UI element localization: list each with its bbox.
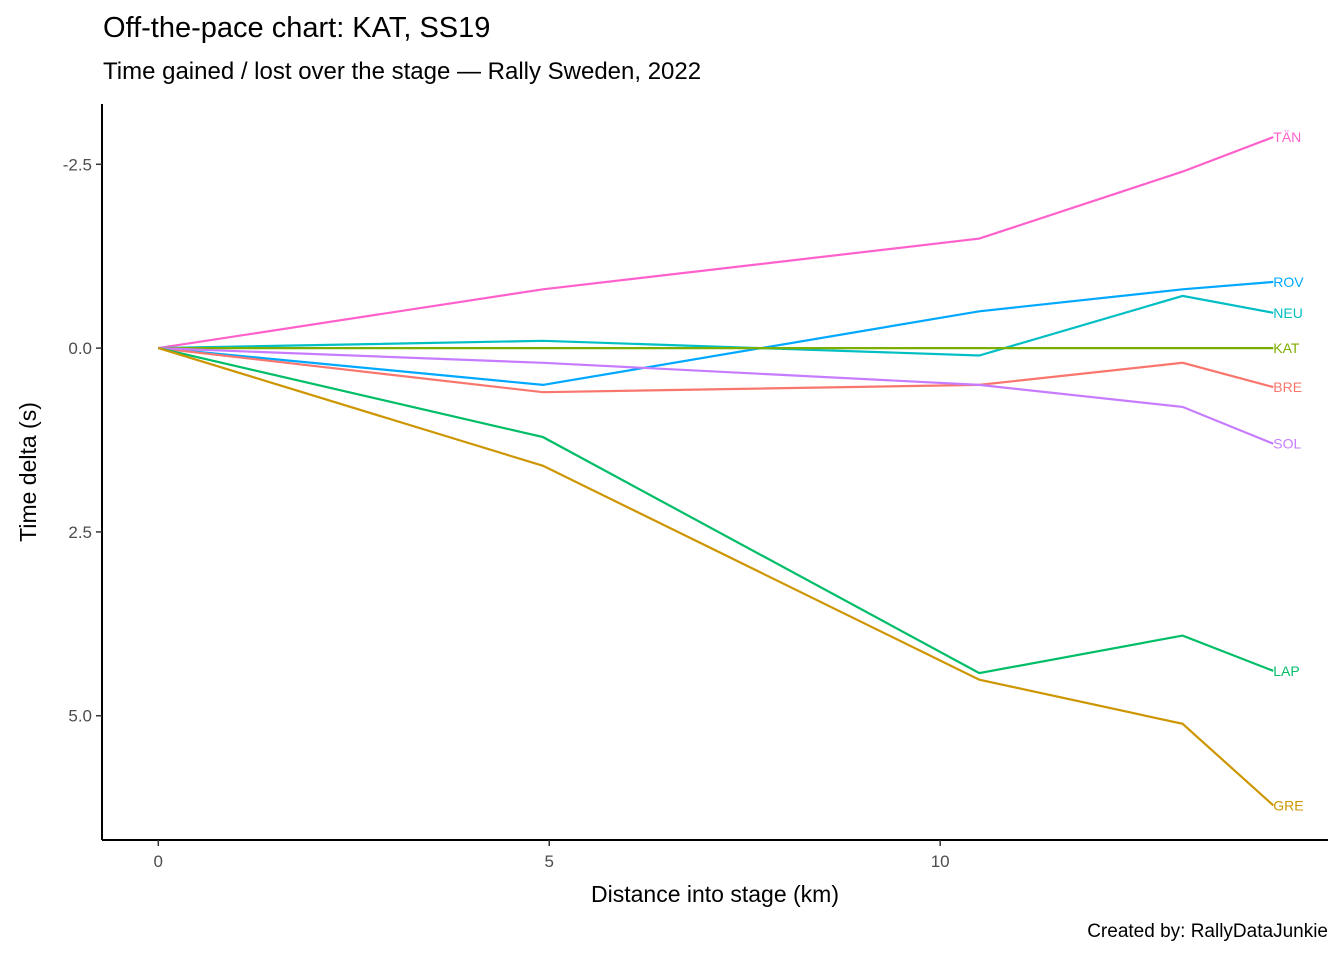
x-tick-label: 0 — [154, 852, 163, 871]
chart-title: Off-the-pace chart: KAT, SS19 — [103, 12, 491, 44]
series-line-LAP — [158, 347, 1274, 675]
series-line-ROV — [158, 280, 1274, 387]
series-label: SOL — [1273, 436, 1301, 452]
chart-subtitle: Time gained / lost over the stage — Rall… — [103, 58, 702, 85]
x-tick-label: 5 — [545, 852, 554, 871]
y-tick-label: 5.0 — [68, 707, 92, 726]
series-label: GRE — [1273, 797, 1303, 813]
series-label: KAT — [1273, 340, 1300, 356]
series-label: LAP — [1273, 663, 1299, 679]
series-label: NEU — [1273, 305, 1303, 321]
series-line-TÄN — [158, 136, 1274, 350]
series-line-NEU — [158, 294, 1274, 357]
y-tick-label: 2.5 — [68, 523, 92, 542]
series-label: ROV — [1273, 274, 1304, 290]
series-label: TÄN — [1273, 129, 1301, 145]
y-axis-title: Time delta (s) — [15, 402, 41, 542]
y-tick-label: 0.0 — [68, 339, 92, 358]
chart-caption: Created by: RallyDataJunkie — [1087, 921, 1328, 942]
y-tick-label: -2.5 — [63, 155, 92, 174]
series-label: BRE — [1273, 379, 1302, 395]
x-axis-title: Distance into stage (km) — [591, 881, 839, 907]
series-line-GRE — [157, 347, 1275, 807]
series-line-SOL — [158, 347, 1274, 445]
x-tick-label: 10 — [931, 852, 950, 871]
